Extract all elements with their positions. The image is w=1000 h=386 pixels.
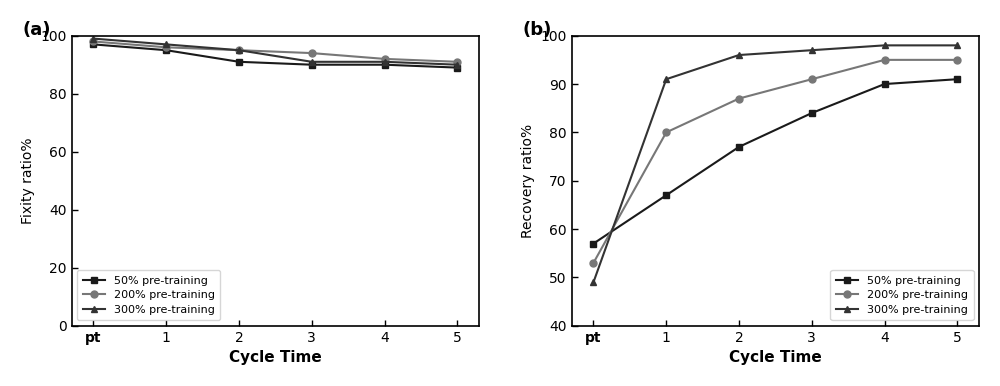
300% pre-training — [879, 43, 891, 48]
50% pre-training — [379, 63, 391, 67]
200% pre-training — [379, 57, 391, 61]
Line: 300% pre-training: 300% pre-training — [90, 35, 461, 68]
300% pre-training — [806, 48, 818, 52]
200% pre-training — [306, 51, 318, 56]
50% pre-training — [951, 77, 963, 81]
300% pre-training — [160, 42, 172, 47]
50% pre-training — [160, 48, 172, 52]
50% pre-training — [587, 241, 599, 246]
200% pre-training — [951, 58, 963, 62]
200% pre-training — [160, 45, 172, 50]
300% pre-training — [660, 77, 672, 81]
Legend: 50% pre-training, 200% pre-training, 300% pre-training: 50% pre-training, 200% pre-training, 300… — [77, 270, 220, 320]
Text: (b): (b) — [523, 21, 552, 39]
50% pre-training — [806, 111, 818, 115]
Line: 50% pre-training: 50% pre-training — [590, 76, 961, 247]
X-axis label: Cycle Time: Cycle Time — [729, 350, 822, 365]
50% pre-training — [879, 82, 891, 86]
50% pre-training — [87, 42, 99, 47]
Y-axis label: Fixity ratio%: Fixity ratio% — [21, 137, 35, 224]
200% pre-training — [587, 261, 599, 265]
300% pre-training — [379, 59, 391, 64]
Line: 300% pre-training: 300% pre-training — [590, 42, 961, 286]
X-axis label: Cycle Time: Cycle Time — [229, 350, 322, 365]
300% pre-training — [733, 53, 745, 58]
Line: 200% pre-training: 200% pre-training — [90, 38, 461, 65]
Legend: 50% pre-training, 200% pre-training, 300% pre-training: 50% pre-training, 200% pre-training, 300… — [830, 270, 974, 320]
200% pre-training — [87, 39, 99, 44]
50% pre-training — [306, 63, 318, 67]
300% pre-training — [87, 36, 99, 41]
Text: (a): (a) — [23, 21, 51, 39]
200% pre-training — [233, 48, 245, 52]
200% pre-training — [451, 59, 463, 64]
50% pre-training — [733, 145, 745, 149]
300% pre-training — [951, 43, 963, 48]
300% pre-training — [233, 48, 245, 52]
200% pre-training — [660, 130, 672, 135]
300% pre-training — [451, 63, 463, 67]
200% pre-training — [733, 96, 745, 101]
Line: 200% pre-training: 200% pre-training — [590, 56, 961, 266]
50% pre-training — [233, 59, 245, 64]
Line: 50% pre-training: 50% pre-training — [90, 41, 461, 71]
300% pre-training — [306, 59, 318, 64]
Y-axis label: Recovery ratio%: Recovery ratio% — [521, 124, 535, 238]
50% pre-training — [451, 65, 463, 70]
200% pre-training — [879, 58, 891, 62]
50% pre-training — [660, 193, 672, 198]
200% pre-training — [806, 77, 818, 81]
300% pre-training — [587, 280, 599, 284]
